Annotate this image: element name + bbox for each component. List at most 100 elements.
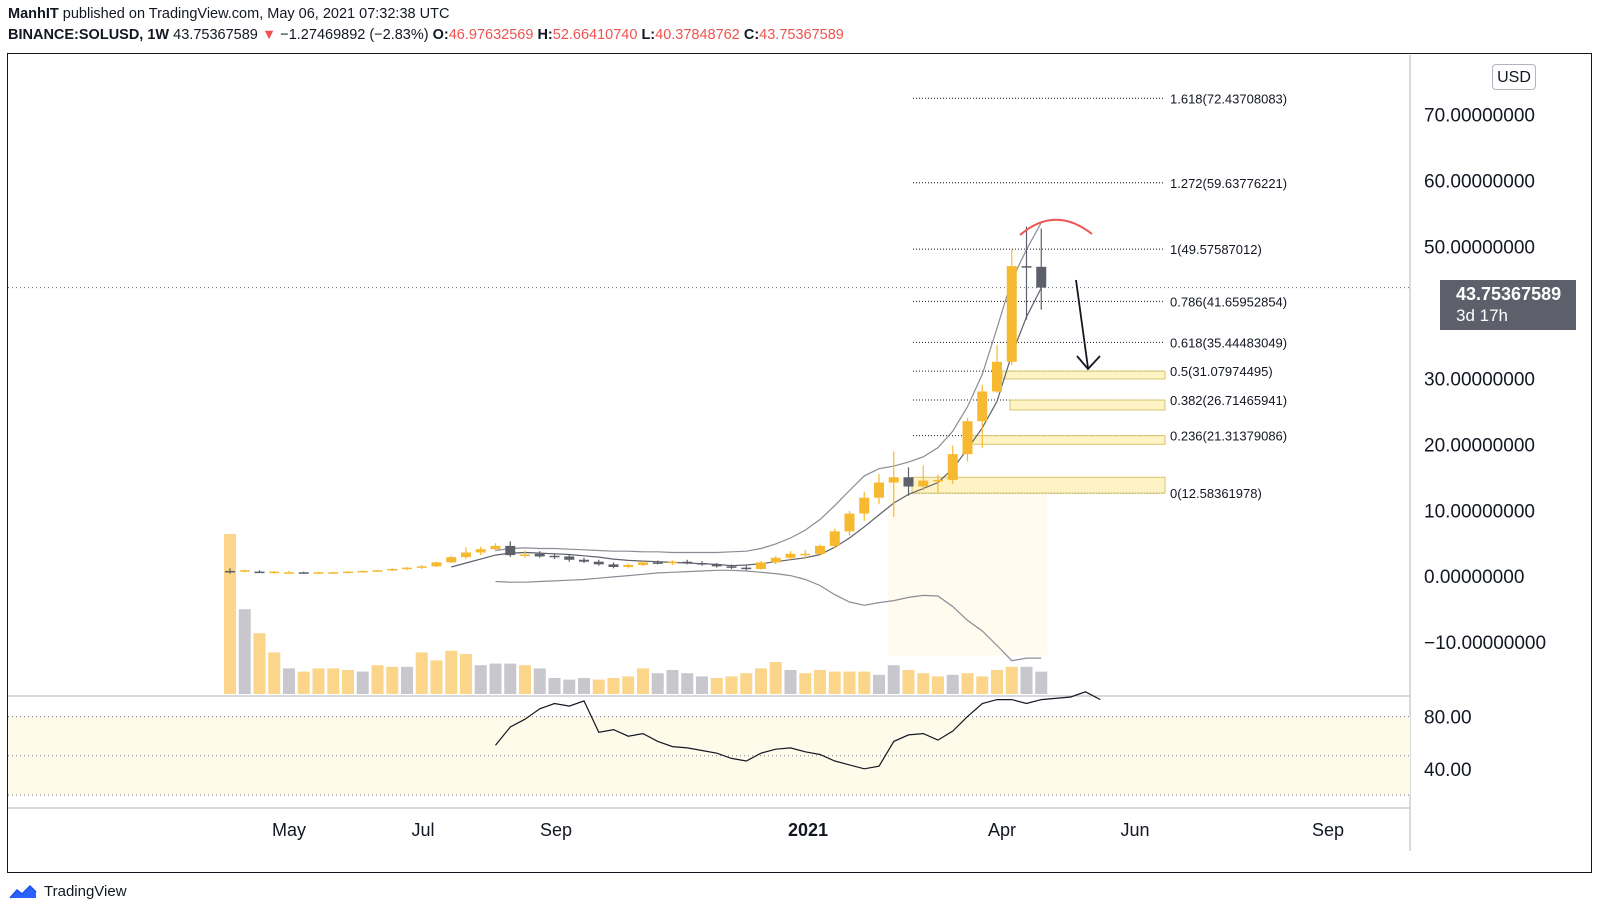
bar-countdown: 3d 17h [1456,306,1508,325]
volume-bar [858,671,871,694]
band-fill [887,477,1048,656]
volume-bar [814,670,826,694]
price-axis-tick: 0.00000000 [1424,567,1524,588]
candle-body [697,563,707,565]
symbol-legend: BINANCE:SOLUSD, 1W 43.75367589 ▼ −1.2746… [8,27,844,43]
candle-body [328,572,339,574]
volume-bar [696,676,708,694]
symbol-label[interactable]: BINANCE:SOLUSD, 1W [8,27,170,43]
publication-line: ManhIT published on TradingView.com, May… [8,6,449,22]
candle-body [726,566,737,568]
volume-bar [769,662,782,694]
footer-brand-label: TradingView [44,883,127,900]
bollinger-upper-line [495,222,1042,554]
candle-body [1021,266,1032,268]
moving-average-line [451,287,1042,568]
candle-body [711,564,722,567]
volume-bar [342,670,354,694]
volume-bar [460,654,472,694]
price-axis-tick: 30.00000000 [1424,369,1535,390]
volume-bar [843,671,856,694]
candle-body [313,572,324,574]
candle-body [859,497,870,514]
volume-bar [1035,671,1048,694]
volume-bar [755,668,767,694]
volume-bar [932,676,944,694]
bollinger-lower-line [495,569,1042,662]
down-arrow-icon: ▼ [261,27,277,43]
candle-body [977,391,988,422]
open-label: O: [432,27,449,43]
candle-body [269,571,280,574]
fib-level-label: 1.272(59.63776221) [1170,176,1287,191]
footer-brand[interactable]: TradingView [8,883,127,900]
published-text: published on TradingView.com, May 06, 20… [62,6,450,22]
volume-bar [297,671,310,694]
fib-level-label: 0.382(26.71465941) [1170,393,1287,408]
candle-body [785,553,796,558]
candle-body [667,561,678,564]
candle-body [254,571,265,574]
candle-body [490,545,501,550]
fib-level-label: 0.618(35.44483049) [1170,335,1287,350]
volume-bar [533,668,546,694]
volume-bar [474,665,487,694]
projection-arrow-head [1076,355,1101,371]
time-axis-tick: Apr [988,820,1016,840]
candle-body [947,454,958,480]
candle-body [903,477,914,487]
volume-bar [961,673,974,694]
chart-frame [7,53,1592,873]
oscillator-line [495,691,1101,770]
candle-body [505,545,516,556]
low-value: 40.37848762 [655,27,740,43]
candle-body [800,553,811,556]
volume-bar [887,665,900,694]
volume-bar [268,652,281,694]
fib-level-label: 0.236(21.31379086) [1170,429,1287,444]
candle-body [933,479,943,482]
volume-bar [622,676,635,694]
volume-bar [563,679,576,694]
candle-body [593,561,604,565]
volume-bar [578,678,590,694]
volume-bar [489,663,502,694]
time-axis-tick: Jul [411,820,434,840]
candle-body [1036,266,1047,288]
price-axis-tick: −10.00000000 [1424,633,1546,654]
volume-bar [637,668,649,694]
time-axis-tick: Jun [1120,820,1149,840]
close-value: 43.75367589 [759,27,844,43]
volume-bar [224,534,236,694]
currency-button[interactable]: USD [1492,64,1536,90]
low-label: L: [641,27,656,43]
fib-level-label: 1.618(72.43708083) [1170,91,1287,106]
candle-body [461,552,471,558]
price-axis-tick: 10.00000000 [1424,501,1535,522]
volume-bar [725,676,738,694]
candle-body [402,567,412,570]
volume-bar [607,678,620,694]
candle-body [475,549,486,553]
high-label: H: [537,27,553,43]
volume-bar [415,652,428,694]
candle-body [741,567,752,570]
volume-bar [253,633,266,694]
volume-bar [946,674,959,694]
candle-body [343,571,353,574]
candle-body [372,570,383,572]
time-axis-tick: 2021 [788,820,828,840]
author-name[interactable]: ManhIT [8,6,59,22]
volume-bar [799,673,812,694]
candle-body [623,565,634,567]
volume-bar [828,671,841,694]
candle-body [918,480,929,487]
candle-body [638,562,648,566]
price-axis-tick: 50.00000000 [1424,237,1535,258]
candle-body [756,562,766,569]
volume-bar [548,678,561,694]
last-price-tag: 43.75367589 3d 17h [1440,280,1576,330]
volume-bar [1005,666,1018,694]
candle-body [992,361,1002,392]
